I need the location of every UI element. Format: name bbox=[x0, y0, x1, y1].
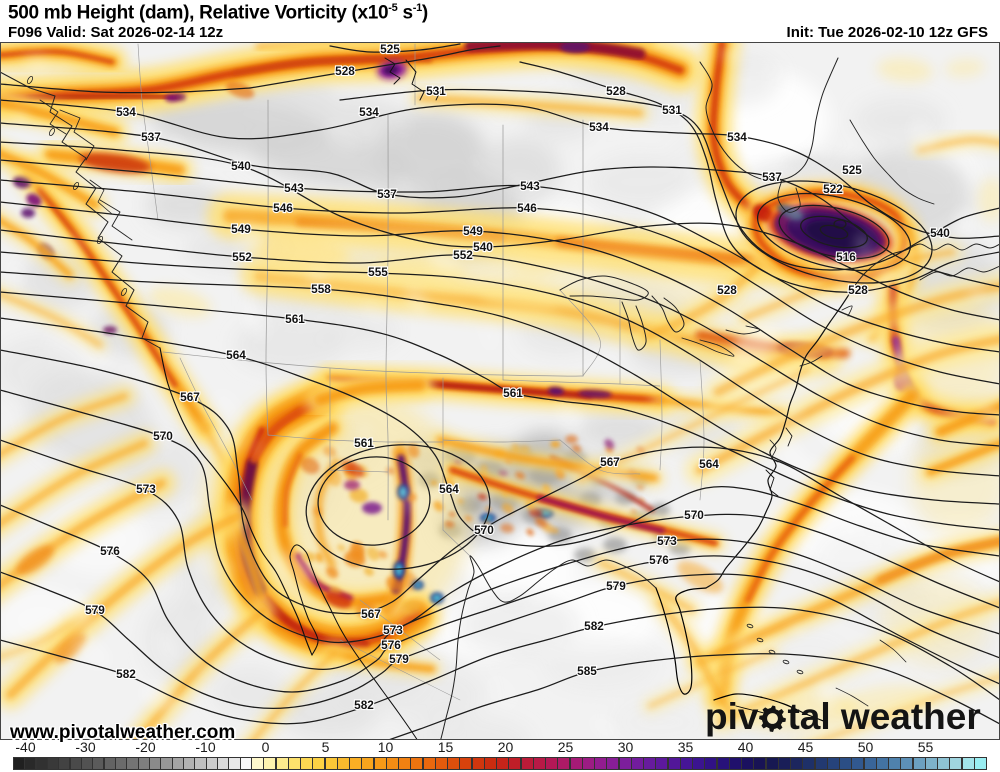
svg-text:558: 558 bbox=[311, 282, 331, 296]
svg-text:564: 564 bbox=[226, 348, 246, 362]
svg-text:576: 576 bbox=[381, 638, 401, 652]
svg-text:534: 534 bbox=[116, 105, 136, 119]
svg-text:579: 579 bbox=[606, 579, 626, 593]
svg-text:537: 537 bbox=[762, 170, 782, 184]
svg-text:579: 579 bbox=[389, 652, 409, 666]
svg-text:570: 570 bbox=[153, 429, 173, 443]
svg-text:528: 528 bbox=[335, 64, 355, 78]
svg-text:567: 567 bbox=[361, 607, 381, 621]
svg-text:540: 540 bbox=[930, 226, 950, 240]
svg-text:537: 537 bbox=[141, 130, 161, 144]
svg-text:528: 528 bbox=[606, 84, 626, 98]
svg-text:528: 528 bbox=[848, 283, 868, 297]
svg-text:522: 522 bbox=[823, 182, 843, 196]
svg-text:543: 543 bbox=[520, 179, 540, 193]
svg-text:582: 582 bbox=[116, 667, 136, 681]
svg-text:543: 543 bbox=[284, 181, 304, 195]
svg-text:570: 570 bbox=[684, 508, 704, 522]
svg-text:540: 540 bbox=[473, 240, 493, 254]
svg-text:546: 546 bbox=[517, 201, 537, 215]
svg-text:534: 534 bbox=[727, 130, 747, 144]
svg-text:564: 564 bbox=[439, 482, 459, 496]
svg-text:552: 552 bbox=[453, 248, 473, 262]
svg-text:525: 525 bbox=[380, 42, 400, 56]
svg-text:576: 576 bbox=[649, 553, 669, 567]
svg-text:579: 579 bbox=[85, 603, 105, 617]
svg-text:567: 567 bbox=[180, 390, 200, 404]
svg-text:516: 516 bbox=[836, 250, 856, 264]
svg-text:531: 531 bbox=[662, 103, 682, 117]
svg-text:573: 573 bbox=[657, 534, 677, 548]
svg-text:564: 564 bbox=[699, 457, 719, 471]
svg-text:561: 561 bbox=[354, 436, 374, 450]
svg-text:540: 540 bbox=[231, 159, 251, 173]
svg-text:546: 546 bbox=[273, 201, 293, 215]
svg-text:567: 567 bbox=[600, 455, 620, 469]
svg-text:537: 537 bbox=[377, 187, 397, 201]
svg-text:534: 534 bbox=[589, 120, 609, 134]
svg-text:576: 576 bbox=[100, 544, 120, 558]
svg-text:549: 549 bbox=[231, 222, 251, 236]
svg-text:573: 573 bbox=[136, 482, 156, 496]
svg-text:582: 582 bbox=[584, 619, 604, 633]
svg-text:561: 561 bbox=[285, 312, 305, 326]
svg-text:582: 582 bbox=[354, 698, 374, 712]
svg-text:528: 528 bbox=[717, 283, 737, 297]
svg-text:555: 555 bbox=[368, 265, 388, 279]
svg-text:561: 561 bbox=[503, 386, 523, 400]
svg-text:570: 570 bbox=[474, 523, 494, 537]
svg-text:525: 525 bbox=[842, 163, 862, 177]
svg-text:552: 552 bbox=[232, 250, 252, 264]
svg-text:549: 549 bbox=[463, 224, 483, 238]
svg-text:573: 573 bbox=[383, 623, 403, 637]
svg-text:531: 531 bbox=[426, 84, 446, 98]
svg-text:534: 534 bbox=[359, 105, 379, 119]
svg-text:585: 585 bbox=[577, 664, 597, 678]
